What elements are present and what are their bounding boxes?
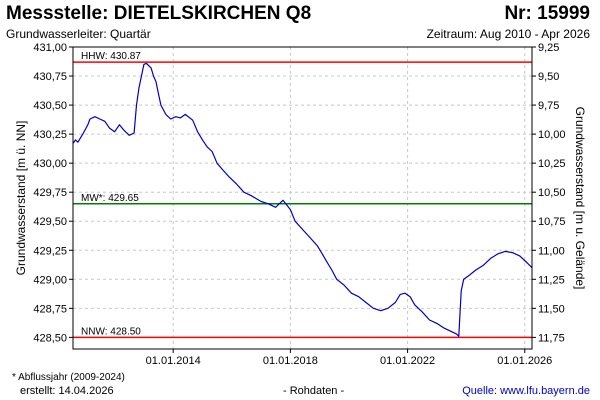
y-tick-label: 429,75 bbox=[33, 187, 67, 199]
rawdata-label: - Rohdaten - bbox=[283, 385, 345, 397]
y-tick-label: 430,75 bbox=[33, 71, 67, 83]
y-axis-left: 428,50 428,75 429,00 429,25 429,50 429,75 430,… bbox=[33, 42, 73, 344]
y-tick-label: 430,00 bbox=[33, 158, 67, 170]
period-label: Zeitraum: Aug 2010 - Apr 2026 bbox=[426, 27, 590, 41]
y-tick-label: 431,00 bbox=[33, 42, 67, 54]
y-tick-label: 430,25 bbox=[33, 129, 67, 141]
plot-frame bbox=[72, 46, 533, 350]
y-right-tick-label: 9,50 bbox=[538, 71, 559, 83]
x-axis: 01.01.2014 01.01.2018 01.01.2022 01.01.2026 bbox=[146, 349, 552, 367]
reference-lines: HHW: 430.87 MW*: 429.65 NNW: 428.50 bbox=[73, 51, 532, 339]
y-right-tick-label: 11,75 bbox=[538, 332, 565, 344]
y-right-tick-label: 10,25 bbox=[538, 158, 566, 170]
station-number: Nr: 15999 bbox=[504, 3, 590, 24]
grid bbox=[73, 46, 532, 349]
x-tick-label: 01.01.2026 bbox=[497, 355, 552, 367]
y-right-tick-label: 11,50 bbox=[538, 303, 565, 315]
series-layer bbox=[72, 62, 533, 337]
reference-line-label: HHW: 430.87 bbox=[81, 51, 141, 62]
station-title: Messstelle: DIETELSKIRCHEN Q8 bbox=[6, 3, 312, 24]
y-axis-left-title: Grundwasserstand [m ü. NN] bbox=[14, 121, 28, 276]
y-right-tick-label: 11,25 bbox=[538, 274, 565, 286]
x-tick-label: 01.01.2022 bbox=[380, 355, 435, 367]
series-line bbox=[72, 62, 533, 337]
y-tick-label: 428,75 bbox=[33, 303, 67, 315]
source-link[interactable]: Quelle: www.lfu.bayern.de bbox=[462, 385, 590, 397]
created-date: erstellt: 14.04.2026 bbox=[20, 385, 114, 397]
y-tick-label: 429,00 bbox=[33, 274, 67, 286]
y-tick-label: 429,25 bbox=[33, 245, 67, 257]
y-axis-right-title: Grundwasserstand [m u. Gelände] bbox=[573, 107, 587, 290]
x-tick-label: 01.01.2018 bbox=[263, 355, 318, 367]
y-right-tick-label: 9,75 bbox=[538, 100, 559, 112]
y-right-tick-label: 10,50 bbox=[538, 187, 566, 199]
y-right-tick-label: 9,25 bbox=[538, 42, 559, 54]
y-tick-label: 429,50 bbox=[33, 216, 67, 228]
aquifer-label: Grundwasserleiter: Quartär bbox=[6, 27, 151, 41]
y-right-tick-label: 10,75 bbox=[538, 216, 566, 228]
y-right-tick-label: 10,00 bbox=[538, 129, 566, 141]
y-tick-label: 428,50 bbox=[33, 332, 67, 344]
footnote: * Abflussjahr (2009-2024) bbox=[12, 372, 125, 383]
y-axis-right: 11,75 11,50 11,25 11,00 10,75 10,50 10,25 10,00… bbox=[532, 42, 566, 344]
reference-line-label: MW*: 429.65 bbox=[81, 193, 139, 204]
x-tick-label: 01.01.2014 bbox=[146, 355, 201, 367]
y-right-tick-label: 11,00 bbox=[538, 245, 565, 257]
reference-line-label: NNW: 428.50 bbox=[81, 326, 141, 337]
y-tick-label: 430,50 bbox=[33, 100, 67, 112]
